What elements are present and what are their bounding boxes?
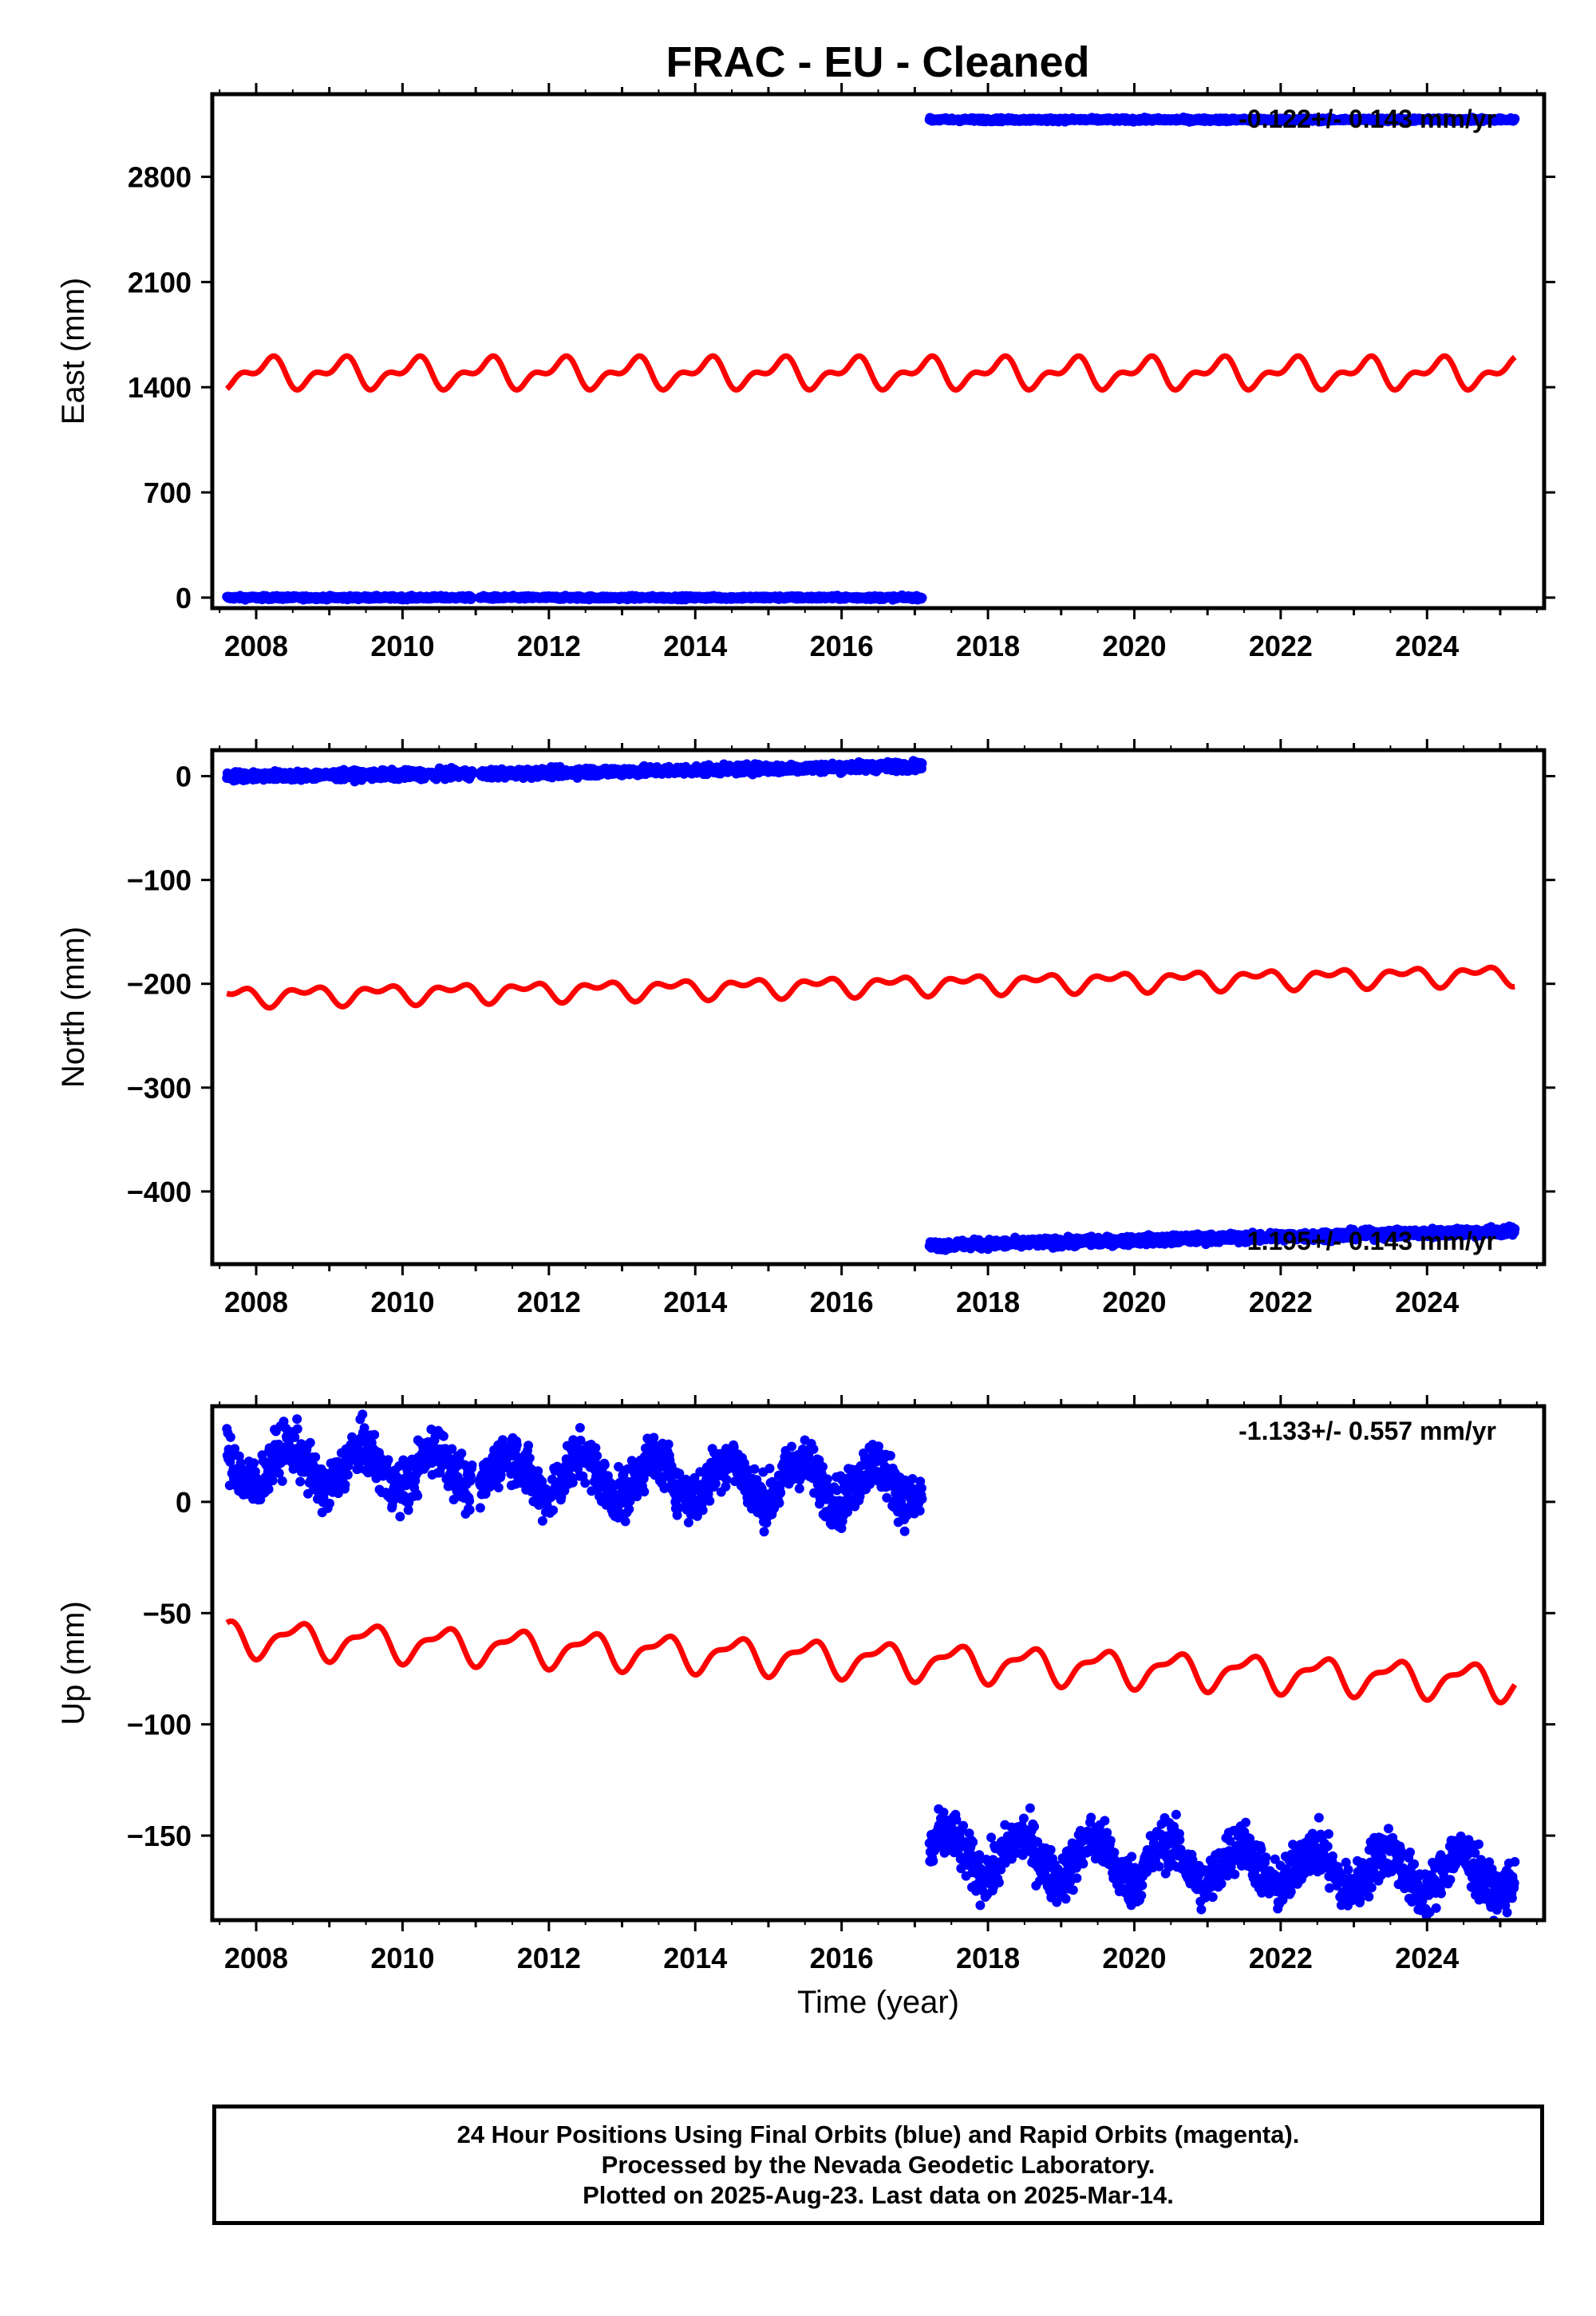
chart-title: FRAC - EU - Cleaned: [666, 38, 1089, 86]
east-x-tick-label: 2016: [810, 630, 874, 662]
north-data-point: [467, 766, 477, 776]
east-x-tick-label: 2018: [956, 630, 1020, 662]
east-frame: [210, 92, 1547, 611]
east-x-tick-label: 2010: [370, 630, 434, 662]
east-data-point: [917, 593, 927, 603]
north-data-point: [917, 758, 927, 769]
east-y-tick-label: 2800: [128, 161, 192, 194]
east-ticks: [201, 83, 1555, 619]
east-data-point: [467, 593, 477, 603]
east-x-tick-label: 2020: [1102, 630, 1166, 662]
east-x-tick-label: 2024: [1395, 630, 1459, 662]
east-plot-area: [222, 113, 1520, 605]
east-rate-label: -0.122+/- 0.143 mm/yr: [1238, 105, 1496, 133]
east-y-axis-label: East (mm): [56, 278, 91, 425]
north-panel: 2008 2010 2012 2014 2016 2018 2020 2022 2024−400…: [56, 739, 1555, 1318]
east-model-line: [224, 353, 1517, 393]
east-panel: 2008 2010 2012 2014 2016 2018 2020 2022 2024 0 700…: [56, 83, 1555, 662]
north-plot-area: [222, 756, 1520, 1255]
east-y-tick-label: 2100: [128, 266, 192, 298]
north-observation-points: [222, 756, 1520, 1255]
east-x-tick-label: 2022: [1249, 630, 1313, 662]
east-y-tick-label: 1400: [128, 371, 192, 404]
east-data-point: [1510, 113, 1520, 124]
east-observation-points: [222, 113, 1520, 605]
east-x-tick-label: 2012: [517, 630, 581, 662]
east-y-tick-label: 0: [176, 582, 192, 615]
east-x-tick-label: 2008: [224, 630, 288, 662]
east-y-tick-label: 700: [144, 476, 192, 509]
east-x-tick-label: 2014: [663, 630, 727, 662]
